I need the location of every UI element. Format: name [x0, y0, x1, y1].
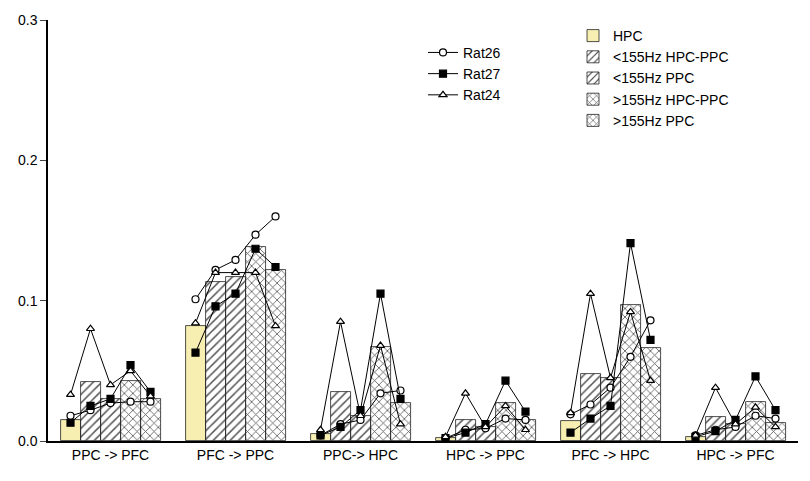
svg-text:<155Hz HPC-PPC: <155Hz HPC-PPC: [613, 49, 729, 65]
svg-text:HPC: HPC: [613, 28, 643, 44]
svg-text:PFC -> PPC: PFC -> PPC: [197, 447, 274, 463]
svg-text:0.3: 0.3: [18, 12, 38, 28]
svg-text:PFC -> HPC: PFC -> HPC: [571, 447, 649, 463]
svg-text:0.0: 0.0: [18, 433, 38, 449]
svg-text:0.1: 0.1: [18, 293, 38, 309]
svg-text:0.2: 0.2: [18, 152, 38, 168]
svg-text:<155Hz PPC: <155Hz PPC: [613, 70, 694, 86]
svg-text:>155Hz PPC: >155Hz PPC: [613, 113, 694, 129]
svg-text:Rat26: Rat26: [463, 45, 501, 61]
svg-text:HPC -> PFC: HPC -> PFC: [696, 447, 774, 463]
svg-text:>155Hz HPC-PPC: >155Hz HPC-PPC: [613, 92, 729, 108]
svg-text:PPC -> PFC: PPC -> PFC: [72, 447, 149, 463]
svg-text:Rat24: Rat24: [463, 87, 501, 103]
svg-text:HPC -> PPC: HPC -> PPC: [446, 447, 525, 463]
svg-text:Rat27: Rat27: [463, 66, 501, 82]
svg-text:PPC-> HPC: PPC-> HPC: [323, 447, 398, 463]
